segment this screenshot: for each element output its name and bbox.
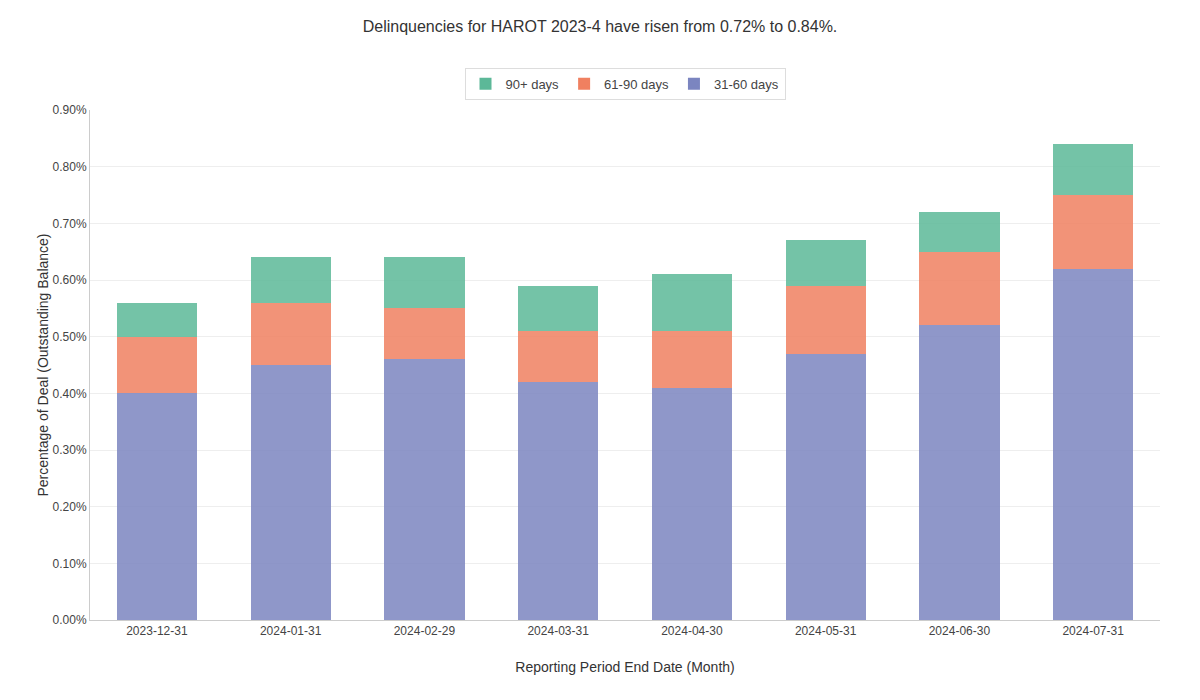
svg-text:0.50%: 0.50% <box>53 330 87 344</box>
svg-text:31-60 days: 31-60 days <box>714 77 779 92</box>
svg-text:Percentage of Deal (Outstandin: Percentage of Deal (Outstanding Balance) <box>35 233 51 496</box>
svg-text:2024-06-30: 2024-06-30 <box>929 624 991 638</box>
svg-text:2024-05-31: 2024-05-31 <box>795 624 857 638</box>
svg-text:2024-02-29: 2024-02-29 <box>394 624 456 638</box>
svg-text:2024-04-30: 2024-04-30 <box>661 624 723 638</box>
svg-text:2024-01-31: 2024-01-31 <box>260 624 322 638</box>
svg-text:0.40%: 0.40% <box>53 387 87 401</box>
svg-text:90+ days: 90+ days <box>506 77 560 92</box>
svg-text:0.30%: 0.30% <box>53 443 87 457</box>
svg-text:0.70%: 0.70% <box>53 217 87 231</box>
svg-text:0.90%: 0.90% <box>53 103 87 117</box>
svg-text:2024-03-31: 2024-03-31 <box>527 624 589 638</box>
svg-text:Delinquencies for HAROT 2023-4: Delinquencies for HAROT 2023-4 have rise… <box>363 18 838 35</box>
svg-text:0.00%: 0.00% <box>53 613 87 627</box>
svg-text:Reporting Period End Date (Mon: Reporting Period End Date (Month) <box>515 659 734 675</box>
svg-text:0.60%: 0.60% <box>53 273 87 287</box>
svg-text:0.80%: 0.80% <box>53 160 87 174</box>
svg-text:2024-07-31: 2024-07-31 <box>1062 624 1124 638</box>
svg-text:0.10%: 0.10% <box>53 557 87 571</box>
svg-text:61-90 days: 61-90 days <box>604 77 669 92</box>
svg-text:2023-12-31: 2023-12-31 <box>126 624 188 638</box>
svg-text:0.20%: 0.20% <box>53 500 87 514</box>
